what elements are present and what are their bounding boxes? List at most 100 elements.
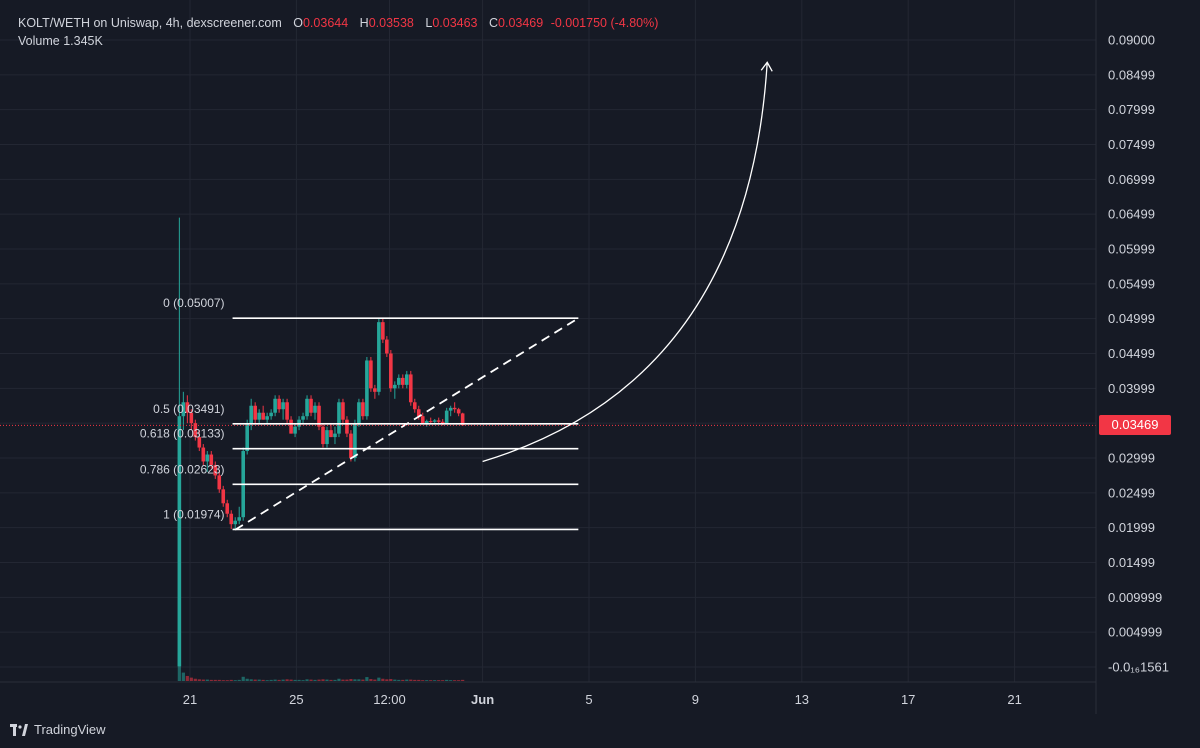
- candle[interactable]: [456, 407, 461, 417]
- volume-bar: [377, 677, 381, 681]
- volume-bar: [301, 680, 305, 681]
- candle[interactable]: [197, 430, 202, 452]
- volume-bar: [381, 678, 385, 681]
- volume-bar: [313, 679, 317, 681]
- candlesticks[interactable]: [177, 217, 465, 667]
- volume-bar: [185, 675, 189, 681]
- candle[interactable]: [369, 356, 373, 392]
- candle-body: [377, 322, 381, 392]
- candle-body: [237, 517, 242, 521]
- x-tick-label: 9: [692, 692, 699, 707]
- ohlc-legend: KOLT/WETH on Uniswap, 4h, dexscreener.co…: [18, 16, 662, 30]
- candle[interactable]: [333, 426, 337, 445]
- candle[interactable]: [269, 409, 273, 420]
- candle[interactable]: [261, 405, 265, 420]
- candle[interactable]: [337, 398, 341, 438]
- candle[interactable]: [177, 217, 182, 667]
- candle[interactable]: [401, 374, 405, 389]
- candle[interactable]: [309, 395, 313, 417]
- volume-bar: [205, 679, 209, 681]
- candle[interactable]: [321, 423, 325, 448]
- candle-body: [217, 475, 222, 490]
- candle[interactable]: [393, 381, 397, 399]
- volume-bar: [353, 679, 357, 681]
- candle[interactable]: [249, 398, 253, 431]
- candle[interactable]: [345, 416, 349, 438]
- candle-body: [265, 416, 269, 420]
- candle[interactable]: [273, 395, 277, 417]
- candle[interactable]: [436, 417, 441, 424]
- candle[interactable]: [253, 402, 257, 424]
- candle[interactable]: [209, 451, 214, 469]
- candle[interactable]: [193, 419, 198, 441]
- candle[interactable]: [221, 485, 226, 507]
- candle[interactable]: [217, 471, 222, 493]
- candle[interactable]: [313, 402, 317, 420]
- candle[interactable]: [357, 398, 361, 427]
- volume-bar: [405, 679, 409, 681]
- candle[interactable]: [293, 423, 297, 438]
- candle[interactable]: [185, 395, 190, 424]
- candle[interactable]: [377, 318, 381, 396]
- candle[interactable]: [213, 461, 218, 479]
- candle[interactable]: [237, 506, 242, 525]
- candle[interactable]: [285, 398, 289, 424]
- candle-body: [432, 420, 437, 422]
- candle[interactable]: [233, 517, 238, 530]
- candle-body: [353, 423, 357, 458]
- candle-body: [309, 398, 313, 413]
- candle[interactable]: [444, 407, 449, 425]
- candle[interactable]: [397, 374, 401, 389]
- drawings-layer[interactable]: 0 (0.05007) 0.5 (0.03491) 0.618 (0.03133) 0…: [0, 61, 1096, 531]
- candle[interactable]: [412, 398, 417, 413]
- candle[interactable]: [189, 409, 194, 431]
- projection-arrow[interactable]: [482, 62, 768, 463]
- candle[interactable]: [408, 370, 413, 406]
- candle-body: [444, 410, 449, 424]
- candle[interactable]: [353, 419, 357, 462]
- candle[interactable]: [257, 409, 261, 424]
- candle[interactable]: [301, 412, 305, 424]
- candle[interactable]: [385, 336, 389, 357]
- volume-bar: [461, 679, 465, 681]
- candle[interactable]: [381, 318, 385, 344]
- candle[interactable]: [404, 370, 409, 389]
- candle-body: [345, 419, 349, 434]
- candle[interactable]: [448, 405, 453, 417]
- candle[interactable]: [389, 350, 393, 392]
- candle-body: [349, 433, 353, 458]
- volume-bar: [281, 679, 285, 681]
- candle-body: [225, 503, 230, 514]
- candle[interactable]: [225, 499, 230, 518]
- candle[interactable]: [201, 444, 206, 465]
- candle[interactable]: [452, 402, 457, 413]
- candle[interactable]: [341, 398, 345, 424]
- candle-body: [277, 398, 281, 410]
- change-value: -0.001750 (-4.80%): [550, 16, 659, 30]
- candle[interactable]: [365, 356, 369, 420]
- candle[interactable]: [420, 412, 425, 424]
- volume-bar: [213, 679, 217, 681]
- volume-bar: [437, 680, 441, 681]
- candle[interactable]: [317, 402, 321, 431]
- close-value: 0.03469: [498, 16, 544, 30]
- candle[interactable]: [181, 391, 186, 431]
- candle[interactable]: [373, 384, 377, 399]
- candle[interactable]: [265, 412, 269, 424]
- candle[interactable]: [229, 510, 234, 530]
- candle-body: [213, 464, 218, 476]
- candle-body: [448, 407, 453, 411]
- candle[interactable]: [205, 451, 210, 472]
- candle[interactable]: [281, 398, 285, 420]
- x-axis[interactable]: 21 25 12:00 Jun 5 9 13 17 21: [0, 681, 1096, 707]
- candle[interactable]: [277, 395, 281, 413]
- candle[interactable]: [325, 426, 329, 448]
- tradingview-footer[interactable]: TradingView: [10, 722, 106, 737]
- candle[interactable]: [349, 430, 353, 462]
- y-tick-label: 0.01999: [1108, 520, 1155, 535]
- candle[interactable]: [305, 395, 309, 420]
- trend-line[interactable]: [234, 317, 579, 531]
- candle-body: [181, 402, 186, 417]
- candle[interactable]: [361, 398, 365, 420]
